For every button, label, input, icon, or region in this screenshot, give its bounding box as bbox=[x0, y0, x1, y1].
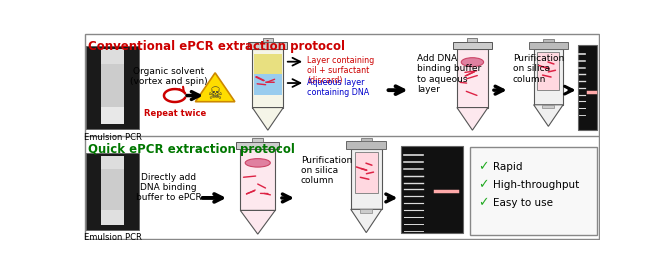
Polygon shape bbox=[252, 49, 283, 107]
Bar bbox=[578, 45, 597, 130]
Text: ✓: ✓ bbox=[478, 196, 488, 209]
Text: Purification
on silica
column: Purification on silica column bbox=[301, 156, 352, 185]
Bar bbox=[101, 49, 125, 64]
Polygon shape bbox=[351, 149, 382, 209]
Text: Organic solvent
(vortex and spin): Organic solvent (vortex and spin) bbox=[130, 67, 207, 86]
Polygon shape bbox=[351, 209, 382, 232]
Bar bbox=[543, 39, 554, 42]
Polygon shape bbox=[534, 49, 563, 105]
Text: ✓: ✓ bbox=[478, 161, 488, 174]
Text: ☠: ☠ bbox=[207, 85, 223, 103]
Bar bbox=[101, 210, 125, 225]
Text: ✓: ✓ bbox=[478, 178, 488, 191]
Text: Emulsion PCR: Emulsion PCR bbox=[84, 133, 142, 141]
Text: Purification
on silica
column: Purification on silica column bbox=[513, 54, 564, 84]
Bar bbox=[248, 42, 287, 49]
Bar bbox=[361, 138, 372, 141]
Text: Quick ePCR extraction protocol: Quick ePCR extraction protocol bbox=[88, 143, 295, 156]
Bar bbox=[263, 38, 273, 42]
Polygon shape bbox=[195, 73, 235, 102]
Bar bbox=[453, 42, 492, 49]
Bar bbox=[237, 142, 279, 149]
Bar bbox=[101, 64, 125, 107]
Text: Layer containing
oil + surfactant
(discard): Layer containing oil + surfactant (disca… bbox=[307, 56, 375, 85]
Bar bbox=[360, 209, 372, 213]
Polygon shape bbox=[254, 54, 281, 74]
Ellipse shape bbox=[245, 158, 270, 167]
Polygon shape bbox=[240, 149, 275, 210]
Bar bbox=[101, 107, 125, 124]
Polygon shape bbox=[457, 49, 488, 107]
Bar bbox=[401, 146, 463, 232]
Bar bbox=[542, 105, 554, 108]
Bar bbox=[252, 138, 263, 142]
Bar bbox=[529, 42, 568, 49]
Bar bbox=[346, 141, 386, 149]
Text: Add DNA
binding buffer
to aqueous
layer: Add DNA binding buffer to aqueous layer bbox=[417, 54, 481, 94]
Text: Repeat twice: Repeat twice bbox=[143, 109, 206, 118]
Text: Emulsion PCR: Emulsion PCR bbox=[84, 233, 142, 242]
Text: Directly add
DNA binding
buffer to ePCR: Directly add DNA binding buffer to ePCR bbox=[136, 173, 201, 202]
Bar bbox=[87, 46, 139, 129]
Text: Conventional ePCR extraction protocol: Conventional ePCR extraction protocol bbox=[88, 40, 345, 53]
Polygon shape bbox=[534, 105, 563, 126]
Polygon shape bbox=[252, 107, 283, 130]
Text: Aqueous layer
containing DNA: Aqueous layer containing DNA bbox=[307, 78, 370, 97]
Bar bbox=[355, 153, 378, 193]
FancyBboxPatch shape bbox=[470, 147, 597, 235]
Bar bbox=[538, 52, 560, 90]
Polygon shape bbox=[457, 107, 488, 130]
Polygon shape bbox=[254, 74, 281, 95]
Bar bbox=[87, 153, 139, 230]
Text: High-throughput: High-throughput bbox=[492, 180, 579, 190]
Bar bbox=[101, 156, 125, 170]
Polygon shape bbox=[240, 210, 275, 234]
Bar bbox=[101, 170, 125, 210]
Ellipse shape bbox=[462, 58, 484, 67]
Bar bbox=[468, 38, 478, 42]
Text: Easy to use: Easy to use bbox=[492, 198, 552, 208]
Text: Rapid: Rapid bbox=[492, 162, 522, 172]
